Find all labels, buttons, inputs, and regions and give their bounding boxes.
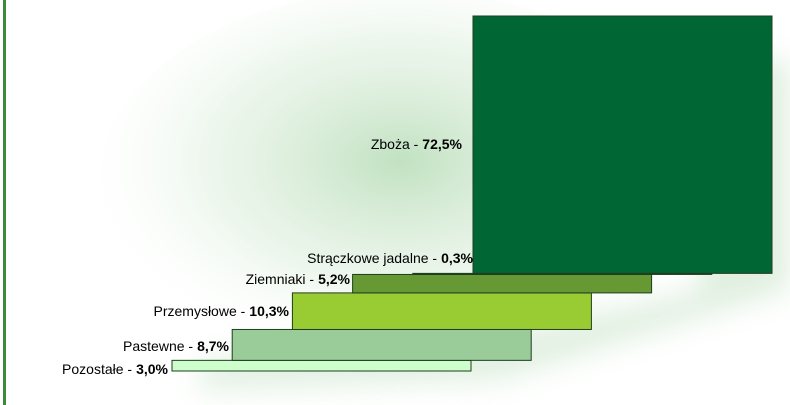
value-label: 3,0%	[136, 361, 168, 377]
bar	[291, 292, 592, 330]
category-label: Pastewne -	[123, 338, 193, 354]
category-label: Zboża -	[371, 136, 419, 152]
category-label: Strączkowe jadalne -	[307, 250, 437, 266]
value-label: 8,7%	[197, 338, 229, 354]
bar-label: Pastewne -8,7%	[123, 338, 230, 354]
bar-label: Zboża -72,5%	[371, 136, 463, 152]
category-label: Pozostałe -	[62, 361, 132, 377]
value-label: 0,3%	[441, 250, 473, 266]
bar-label: Strączkowe jadalne -0,3%	[307, 250, 473, 266]
bar	[472, 15, 773, 274]
bar-label: Przemysłowe -10,3%	[154, 303, 290, 319]
category-label: Ziemniaki -	[246, 271, 315, 287]
value-label: 10,3%	[249, 303, 289, 319]
category-label: Przemysłowe -	[154, 303, 246, 319]
bar	[352, 273, 653, 294]
bar	[171, 359, 472, 372]
value-label: 5,2%	[318, 271, 350, 287]
bar	[231, 328, 532, 361]
shadow	[200, 60, 790, 390]
bar-label: Pozostałe -3,0%	[62, 361, 169, 377]
bar-label: Ziemniaki -5,2%	[246, 271, 351, 287]
left-border	[3, 0, 6, 405]
value-label: 72,5%	[422, 136, 462, 152]
